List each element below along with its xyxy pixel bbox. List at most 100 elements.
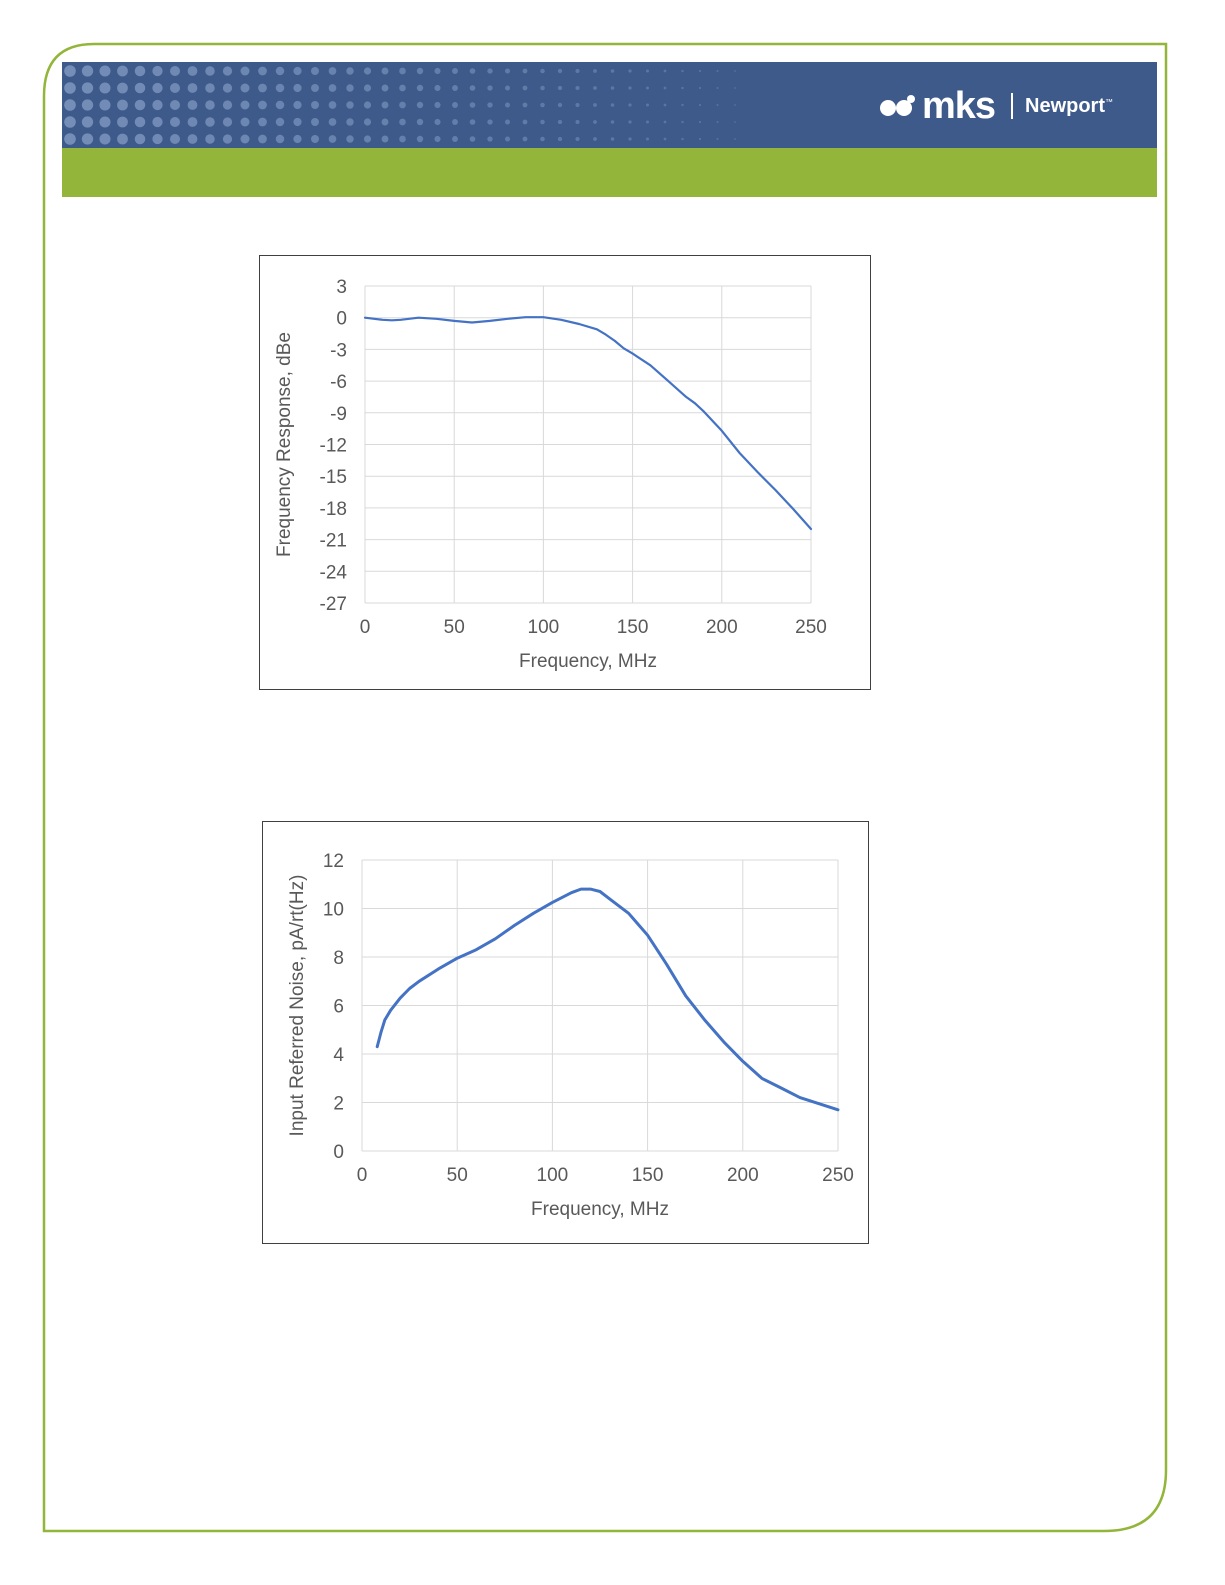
pattern-dot <box>681 103 684 107</box>
pattern-dot <box>311 135 319 143</box>
pattern-dot <box>540 136 545 142</box>
pattern-dot <box>293 117 302 127</box>
y-tick-label: 0 <box>336 309 347 330</box>
pattern-dot <box>399 84 406 92</box>
pattern-dot <box>169 133 181 145</box>
dot-pattern <box>64 65 736 145</box>
pattern-dot <box>134 82 146 94</box>
pattern-dot <box>522 68 528 74</box>
pattern-dot <box>363 101 372 109</box>
pattern-dot <box>416 101 424 109</box>
pattern-dot <box>698 103 702 107</box>
pattern-dot <box>328 118 337 126</box>
frequency-response-chart: 0 50 100 150 200 250 3 0 -3 -6 -9 -12 -15 -18 -21 -24 -2… <box>259 255 871 690</box>
pattern-dot <box>187 66 198 76</box>
pattern-dot <box>346 67 354 75</box>
pattern-dot <box>681 86 684 90</box>
y-axis-title: Frequency Response, dBe <box>274 332 295 557</box>
pattern-dot <box>381 101 389 109</box>
pattern-dot <box>540 85 545 91</box>
pattern-dot <box>663 86 667 90</box>
pattern-dot <box>469 136 476 142</box>
pattern-dot <box>698 137 702 141</box>
pattern-dot <box>575 85 580 91</box>
x-tick-label: 100 <box>528 617 560 638</box>
pattern-dot <box>557 102 563 108</box>
pattern-dot <box>64 82 76 94</box>
pattern-dot <box>134 65 146 77</box>
pattern-dot <box>169 99 181 111</box>
pattern-dot <box>610 137 615 141</box>
pattern-dot <box>522 102 528 108</box>
pattern-dot <box>64 65 76 77</box>
pattern-dot <box>222 66 233 76</box>
pattern-dot <box>399 67 406 75</box>
pattern-dot <box>557 85 563 91</box>
pattern-dot <box>540 119 545 125</box>
frame-border <box>42 42 1168 1533</box>
pattern-dot <box>346 84 354 92</box>
pattern-dot <box>487 119 493 125</box>
logo-newport-text: Newport™ <box>1025 96 1113 116</box>
y-tick-label: -15 <box>320 467 347 488</box>
pattern-dot <box>628 86 632 90</box>
pattern-dot <box>628 103 632 107</box>
pattern-dot <box>557 68 563 74</box>
pattern-dot <box>187 100 198 110</box>
pattern-dot <box>275 66 285 76</box>
y-tick-label: -27 <box>320 594 347 615</box>
pattern-dot <box>504 119 511 125</box>
y-tick-label: 0 <box>333 1142 344 1163</box>
pattern-dot <box>452 102 458 108</box>
x-tick-label: 200 <box>706 617 738 638</box>
pattern-dot <box>240 83 250 93</box>
input-noise-chart: 0 50 100 150 200 250 0 2 4 6 8 10 12 Frequency, MHz In… <box>262 821 869 1244</box>
pattern-dot <box>593 103 597 107</box>
pattern-dot <box>293 66 302 76</box>
pattern-dot <box>663 103 667 107</box>
y-tick-label: 4 <box>333 1045 344 1066</box>
trademark-mark: ™ <box>1105 97 1113 107</box>
y-tick-label: -24 <box>320 562 348 583</box>
pattern-dot <box>469 85 476 91</box>
y-tick-label: -3 <box>330 340 347 361</box>
pattern-dot <box>557 136 563 142</box>
pattern-dot <box>258 117 267 127</box>
pattern-dot <box>381 84 389 92</box>
pattern-dot <box>681 120 684 124</box>
pattern-dot <box>575 136 580 142</box>
pattern-dot <box>540 102 545 108</box>
pattern-dot <box>328 67 337 75</box>
pattern-dot <box>716 138 719 140</box>
pattern-dot <box>81 82 94 94</box>
y-tick-label: 12 <box>323 851 344 872</box>
pattern-dot <box>504 102 511 108</box>
pattern-dot <box>117 65 128 77</box>
series-line <box>375 887 840 1112</box>
y-tick-label: -21 <box>320 531 347 552</box>
x-tick-label: 150 <box>632 1165 664 1186</box>
pattern-dot <box>487 136 493 142</box>
pattern-dot <box>311 118 319 126</box>
pattern-dot <box>698 86 702 90</box>
series-line <box>363 316 813 531</box>
y-axis-title: Input Referred Noise, pA/rt(Hz) <box>287 875 308 1137</box>
pattern-dot <box>698 120 702 124</box>
pattern-dot <box>504 68 511 74</box>
pattern-dot <box>416 118 424 126</box>
pattern-dot <box>399 118 406 126</box>
pattern-dot <box>434 118 441 126</box>
pattern-dot <box>716 104 719 106</box>
pattern-dot <box>311 84 319 92</box>
x-tick-label: 50 <box>447 1165 468 1186</box>
pattern-dot <box>575 119 580 125</box>
pattern-dot <box>734 138 736 140</box>
pattern-dot <box>645 103 650 107</box>
x-tick-label: 100 <box>537 1165 569 1186</box>
pattern-dot <box>610 120 615 124</box>
y-tick-label: 10 <box>323 900 344 921</box>
x-tick-label: 50 <box>444 617 465 638</box>
pattern-dot <box>504 85 511 91</box>
pattern-dot <box>487 68 493 74</box>
pattern-dot <box>434 101 441 109</box>
